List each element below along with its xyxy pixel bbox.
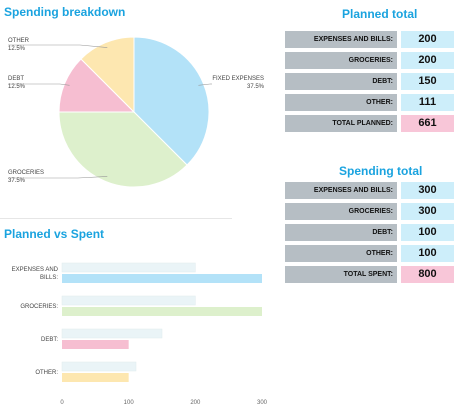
planned-row-value: 200 [401,31,454,48]
bar-spent [62,340,129,349]
spending-row-value: 100 [401,245,454,262]
planned-row-value: 150 [401,73,454,90]
pie-slice-percent: 37.5% [247,84,265,90]
pie-slice-fixed-expenses [133,36,210,166]
pie-leader-line [59,83,70,86]
planned-total-title: Planned total [342,7,418,21]
spending-row-value: 300 [401,203,454,220]
section-divider [0,218,232,219]
pie-slice-groceries [58,111,188,188]
pie-chart-title: Spending breakdown [4,5,126,19]
pie-slice-label: FIXED EXPENSES [212,76,264,82]
spending-row-value: 300 [401,182,454,199]
bar-category-label: BILLS: [40,275,58,281]
bar-spent [62,274,262,283]
spending-row-label: EXPENSES AND BILLS: [285,182,397,199]
planned-row-value: 111 [401,94,454,111]
spending-row-label: OTHER: [285,245,397,262]
pie-leader-line [79,44,108,48]
spending-row-label: DEBT: [285,224,397,241]
pie-slice-label: DEBT [8,76,24,82]
bar-planned [61,262,196,273]
bar-spent [62,307,262,316]
planned-row-label: OTHER: [285,94,397,111]
pie-slice-label: OTHER [8,38,30,44]
bar-planned [61,295,196,306]
bar-spent [62,373,129,382]
bar-category-label: DEBT: [41,337,58,343]
pie-slice-other [80,36,135,114]
bar-category-label: EXPENSES AND [12,267,59,273]
bar-chart-title: Planned vs Spent [4,227,105,241]
spending-row-value: 100 [401,224,454,241]
pie-slice-percent: 12.5% [8,46,26,52]
planned-total-label: TOTAL PLANNED: [285,115,397,132]
bar-category-label: GROCERIES: [20,304,58,310]
bar-category-label: OTHER: [35,370,58,376]
planned-row-label: GROCERIES: [285,52,397,69]
spending-total-value: 800 [401,266,454,283]
x-tick-label: 100 [124,400,135,406]
bar-planned [61,361,137,372]
planned-row-value: 200 [401,52,454,69]
x-tick-label: 300 [257,400,268,406]
pie-leader-line [198,83,211,86]
spending-total-table: EXPENSES AND BILLS: 300 GROCERIES: 300 D… [285,182,455,283]
planned-row-label: DEBT: [285,73,397,90]
planned-total-table: EXPENSES AND BILLS: 200 GROCERIES: 200 D… [285,31,455,132]
planned-row-label: EXPENSES AND BILLS: [285,31,397,48]
x-tick-label: 200 [190,400,201,406]
pie-slice-label: GROCERIES [8,170,44,176]
planned-total-value: 661 [401,115,454,132]
pie-slice-percent: 12.5% [8,84,26,90]
pie-slice-percent: 37.5% [8,178,26,184]
spending-total-label: TOTAL SPENT: [285,266,397,283]
spending-row-label: GROCERIES: [285,203,397,220]
pie-leader-line [77,176,108,179]
bar-planned [61,328,163,339]
x-tick-label: 0 [60,400,64,406]
spending-total-title: Spending total [339,164,423,178]
pie-slice-debt [58,58,136,113]
